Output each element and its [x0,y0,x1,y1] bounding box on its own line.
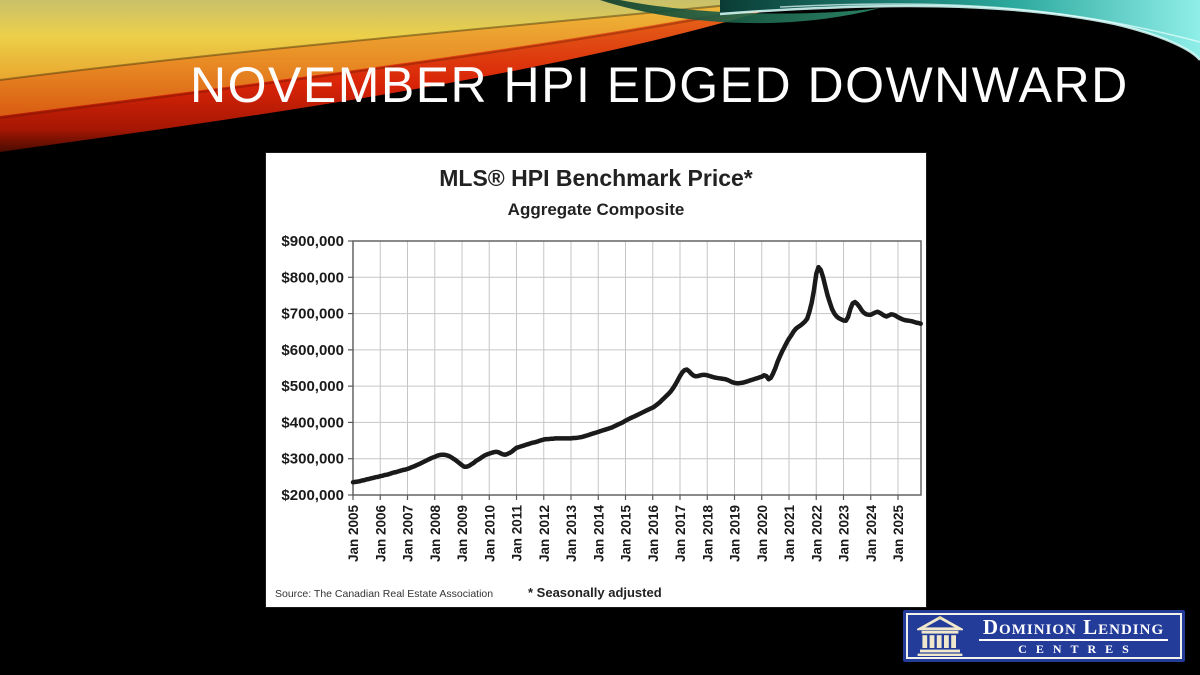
svg-text:Jan 2023: Jan 2023 [837,505,852,563]
svg-text:Jan 2015: Jan 2015 [619,505,634,563]
svg-text:Jan 2024: Jan 2024 [864,505,879,563]
svg-text:$200,000: $200,000 [281,487,344,504]
svg-text:$700,000: $700,000 [281,306,344,323]
svg-text:Jan 2010: Jan 2010 [482,505,497,562]
svg-text:$400,000: $400,000 [281,414,344,431]
svg-text:$500,000: $500,000 [281,378,344,395]
svg-text:Jan 2012: Jan 2012 [537,505,552,562]
svg-text:Jan 2018: Jan 2018 [700,505,715,563]
svg-text:$800,000: $800,000 [281,269,344,286]
svg-text:Jan 2021: Jan 2021 [782,505,797,563]
logo-frame: Dominion Lending CENTRES [906,613,1182,659]
svg-text:Jan 2005: Jan 2005 [346,505,361,563]
header-swoosh-graphic [0,0,1200,152]
svg-text:Jan 2017: Jan 2017 [673,505,688,562]
svg-text:Jan 2014: Jan 2014 [591,505,606,563]
svg-text:Jan 2009: Jan 2009 [455,505,470,562]
chart-subtitle: Aggregate Composite [507,200,685,219]
hpi-chart-panel: $200,000 $300,000 $400,000 $500,000 $600,000… [265,152,927,608]
hpi-line-chart: $200,000 $300,000 $400,000 $500,000 $600,000… [281,233,923,563]
svg-text:$900,000: $900,000 [281,233,344,250]
svg-text:Jan 2019: Jan 2019 [728,505,743,562]
svg-text:Jan 2025: Jan 2025 [891,505,906,563]
page-title: NOVEMBER HPI EDGED DOWNWARD [190,57,1129,113]
svg-text:Jan 2008: Jan 2008 [428,505,443,563]
svg-text:$600,000: $600,000 [281,342,344,359]
svg-text:Jan 2007: Jan 2007 [401,505,416,562]
brand-name-line1: Dominion Lending [978,616,1169,641]
logo-text: Dominion Lending CENTRES [973,616,1174,656]
chart-footnote: * Seasonally adjusted [528,585,662,600]
svg-text:$300,000: $300,000 [281,451,344,468]
svg-text:Jan 2006: Jan 2006 [373,505,388,563]
svg-text:Jan 2016: Jan 2016 [646,505,661,563]
chart-source: Source: The Canadian Real Estate Associa… [275,588,494,600]
brand-name-line2: CENTRES [1018,641,1138,656]
svg-text:Jan 2022: Jan 2022 [809,505,824,562]
chart-title: MLS® HPI Benchmark Price* [439,165,753,191]
svg-text:Jan 2011: Jan 2011 [510,505,525,562]
dominion-lending-logo: Dominion Lending CENTRES [903,610,1185,662]
svg-text:Jan 2020: Jan 2020 [755,505,770,562]
svg-text:Jan 2013: Jan 2013 [564,505,579,563]
classical-building-icon [917,616,963,656]
